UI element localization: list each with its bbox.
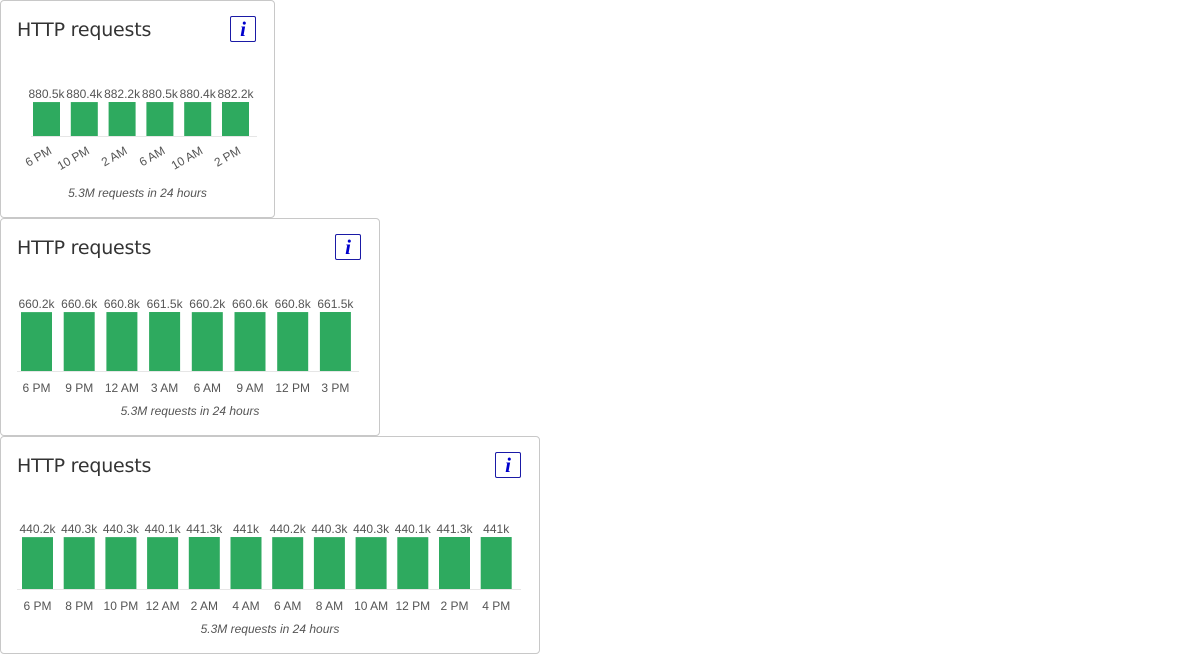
x-tick-label: 8 PM xyxy=(65,599,93,613)
bar[interactable] xyxy=(272,537,304,589)
bar[interactable] xyxy=(222,102,249,136)
x-tick-label: 12 AM xyxy=(146,599,180,613)
requests-summary: 5.3M requests in 24 hours xyxy=(68,186,207,200)
bar-value-label: 882.2k xyxy=(104,87,141,101)
bar-value-label: 880.4k xyxy=(180,87,217,101)
bar-value-label: 660.2k xyxy=(18,297,55,311)
info-icon[interactable]: i xyxy=(230,16,256,42)
x-tick-label: 10 AM xyxy=(169,143,205,172)
x-tick-label: 6 PM xyxy=(23,143,54,169)
bar-value-label: 660.6k xyxy=(232,297,269,311)
bar[interactable] xyxy=(319,312,351,371)
x-tick-label: 10 PM xyxy=(104,599,139,613)
x-tick-label: 2 PM xyxy=(212,143,243,169)
http-requests-card-3: HTTP requests i 440.2k 6 PM 440.3k 8 PM 440.… xyxy=(0,436,540,654)
bar-value-label: 660.2k xyxy=(189,297,226,311)
bar-value-label: 441.3k xyxy=(186,522,223,536)
x-tick-label: 10 AM xyxy=(354,599,388,613)
bar[interactable] xyxy=(184,102,212,136)
bar[interactable] xyxy=(277,312,309,371)
bar-value-label: 440.2k xyxy=(270,522,307,536)
bar[interactable] xyxy=(33,102,60,136)
bar-value-label: 880.5k xyxy=(142,87,179,101)
bar-value-label: 882.2k xyxy=(217,87,254,101)
card-title: HTTP requests xyxy=(17,19,152,41)
bar[interactable] xyxy=(191,312,223,371)
card-title: HTTP requests xyxy=(17,237,152,259)
x-tick-label: 6 AM xyxy=(194,381,221,395)
bar-value-label: 440.3k xyxy=(103,522,140,536)
bar-value-label: 661.5k xyxy=(317,297,354,311)
bar[interactable] xyxy=(355,537,387,589)
bar[interactable] xyxy=(149,312,181,371)
bar-value-label: 440.3k xyxy=(353,522,390,536)
x-tick-label: 6 AM xyxy=(274,599,301,613)
bar-value-label: 440.3k xyxy=(311,522,348,536)
x-tick-label: 12 PM xyxy=(275,381,310,395)
bar[interactable] xyxy=(480,537,512,589)
bar-value-label: 440.1k xyxy=(395,522,432,536)
bar[interactable] xyxy=(147,537,179,589)
info-icon[interactable]: i xyxy=(335,234,361,260)
info-icon[interactable]: i xyxy=(495,452,521,478)
bar-value-label: 441k xyxy=(233,522,260,536)
bar-value-label: 440.3k xyxy=(61,522,98,536)
bar-value-label: 880.4k xyxy=(66,87,103,101)
bar-value-label: 660.8k xyxy=(275,297,312,311)
bar-value-label: 660.6k xyxy=(61,297,98,311)
x-tick-label: 4 AM xyxy=(232,599,259,613)
bar[interactable] xyxy=(439,537,470,589)
bar[interactable] xyxy=(108,102,136,136)
card-title: HTTP requests xyxy=(17,455,152,477)
bar[interactable] xyxy=(313,537,345,589)
bar-value-label: 661.5k xyxy=(147,297,184,311)
x-tick-label: 12 PM xyxy=(395,599,430,613)
requests-bar-chart: 880.5k 6 PM 880.4k 10 PM 882.2k 2 AM 880.5k 6 A… xyxy=(23,87,257,173)
http-requests-card-1: HTTP requests i 880.5k 6 PM 880.4k 10 PM 882… xyxy=(0,0,275,218)
x-tick-label: 6 AM xyxy=(137,143,168,169)
x-tick-label: 2 AM xyxy=(191,599,218,613)
bar[interactable] xyxy=(21,312,52,371)
bar[interactable] xyxy=(146,102,174,136)
x-tick-label: 6 PM xyxy=(23,599,51,613)
bar[interactable] xyxy=(106,312,138,371)
x-tick-label: 2 AM xyxy=(99,143,130,169)
requests-bar-chart: 440.2k 6 PM 440.3k 8 PM 440.3k 10 PM 440.1k 12 … xyxy=(17,522,521,613)
x-tick-label: 2 PM xyxy=(440,599,468,613)
bar[interactable] xyxy=(63,312,95,371)
requests-summary: 5.3M requests in 24 hours xyxy=(200,622,340,636)
bar[interactable] xyxy=(63,537,95,589)
x-tick-label: 3 AM xyxy=(151,381,178,395)
x-tick-label: 4 PM xyxy=(482,599,510,613)
x-tick-label: 12 AM xyxy=(105,381,139,395)
bar-value-label: 441.3k xyxy=(436,522,473,536)
bar[interactable] xyxy=(230,537,262,589)
bar[interactable] xyxy=(70,102,98,136)
x-tick-label: 6 PM xyxy=(22,381,50,395)
bar[interactable] xyxy=(188,537,220,589)
x-tick-label: 9 PM xyxy=(65,381,93,395)
requests-summary: 5.3M requests in 24 hours xyxy=(120,404,260,418)
x-tick-label: 3 PM xyxy=(321,381,349,395)
bar[interactable] xyxy=(234,312,266,371)
bar-value-label: 880.5k xyxy=(28,87,65,101)
bar-value-label: 440.2k xyxy=(19,522,56,536)
bar-value-label: 441k xyxy=(483,522,510,536)
bar-value-label: 660.8k xyxy=(104,297,141,311)
bar[interactable] xyxy=(22,537,53,589)
x-tick-label: 10 PM xyxy=(55,143,92,172)
bar[interactable] xyxy=(397,537,429,589)
bar[interactable] xyxy=(105,537,137,589)
http-requests-card-2: HTTP requests i 660.2k 6 PM 660.6k 9 PM 660.… xyxy=(0,218,380,436)
requests-bar-chart: 660.2k 6 PM 660.6k 9 PM 660.8k 12 AM 661.5k 3 A… xyxy=(17,297,359,395)
bar-value-label: 440.1k xyxy=(145,522,182,536)
x-tick-label: 8 AM xyxy=(316,599,343,613)
x-tick-label: 9 AM xyxy=(236,381,263,395)
